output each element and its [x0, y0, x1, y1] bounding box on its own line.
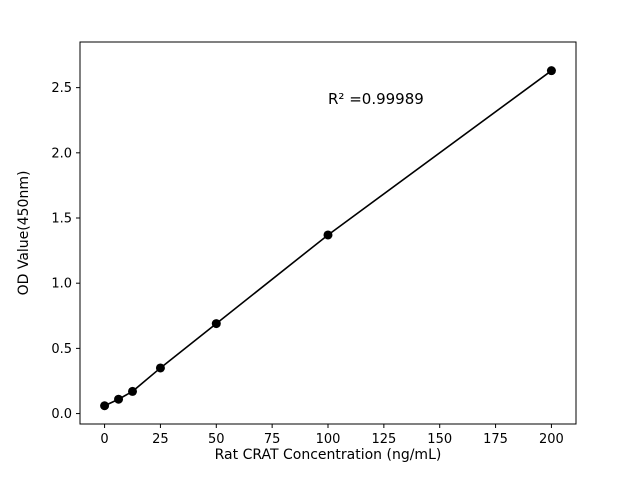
x-tick-label: 175 [483, 432, 508, 447]
x-tick-label: 25 [152, 432, 169, 447]
y-tick-label: 2.0 [51, 146, 72, 161]
y-tick-label: 1.5 [51, 212, 72, 227]
y-tick-label: 0.0 [51, 407, 72, 422]
data-point [128, 386, 138, 396]
data-point [546, 66, 556, 76]
data-point [211, 319, 221, 329]
plot-content: 0 25 50 75 100 125 150 175 200 0.0 0.5 1.0 1.5 2.0 2.5 [51, 66, 564, 447]
data-point [155, 363, 165, 373]
x-axis-label: Rat CRAT Concentration (ng/mL) [215, 447, 442, 463]
x-tick-label: 50 [208, 432, 225, 447]
x-tick-label: 75 [264, 432, 281, 447]
r-squared-annotation: R² =0.99989 [328, 90, 424, 108]
data-point [114, 394, 124, 404]
x-tick-label: 125 [371, 432, 396, 447]
y-tick-label: 2.5 [51, 81, 72, 96]
data-point [323, 230, 333, 240]
y-tick-label: 0.5 [51, 342, 72, 357]
x-tick-label: 0 [100, 432, 108, 447]
y-axis-label: OD Value(450nm) [16, 171, 32, 296]
x-tick-label: 100 [316, 432, 341, 447]
x-tick-label: 200 [539, 432, 564, 447]
x-tick-label: 150 [427, 432, 452, 447]
data-point [100, 401, 110, 411]
y-tick-label: 1.0 [51, 277, 72, 292]
